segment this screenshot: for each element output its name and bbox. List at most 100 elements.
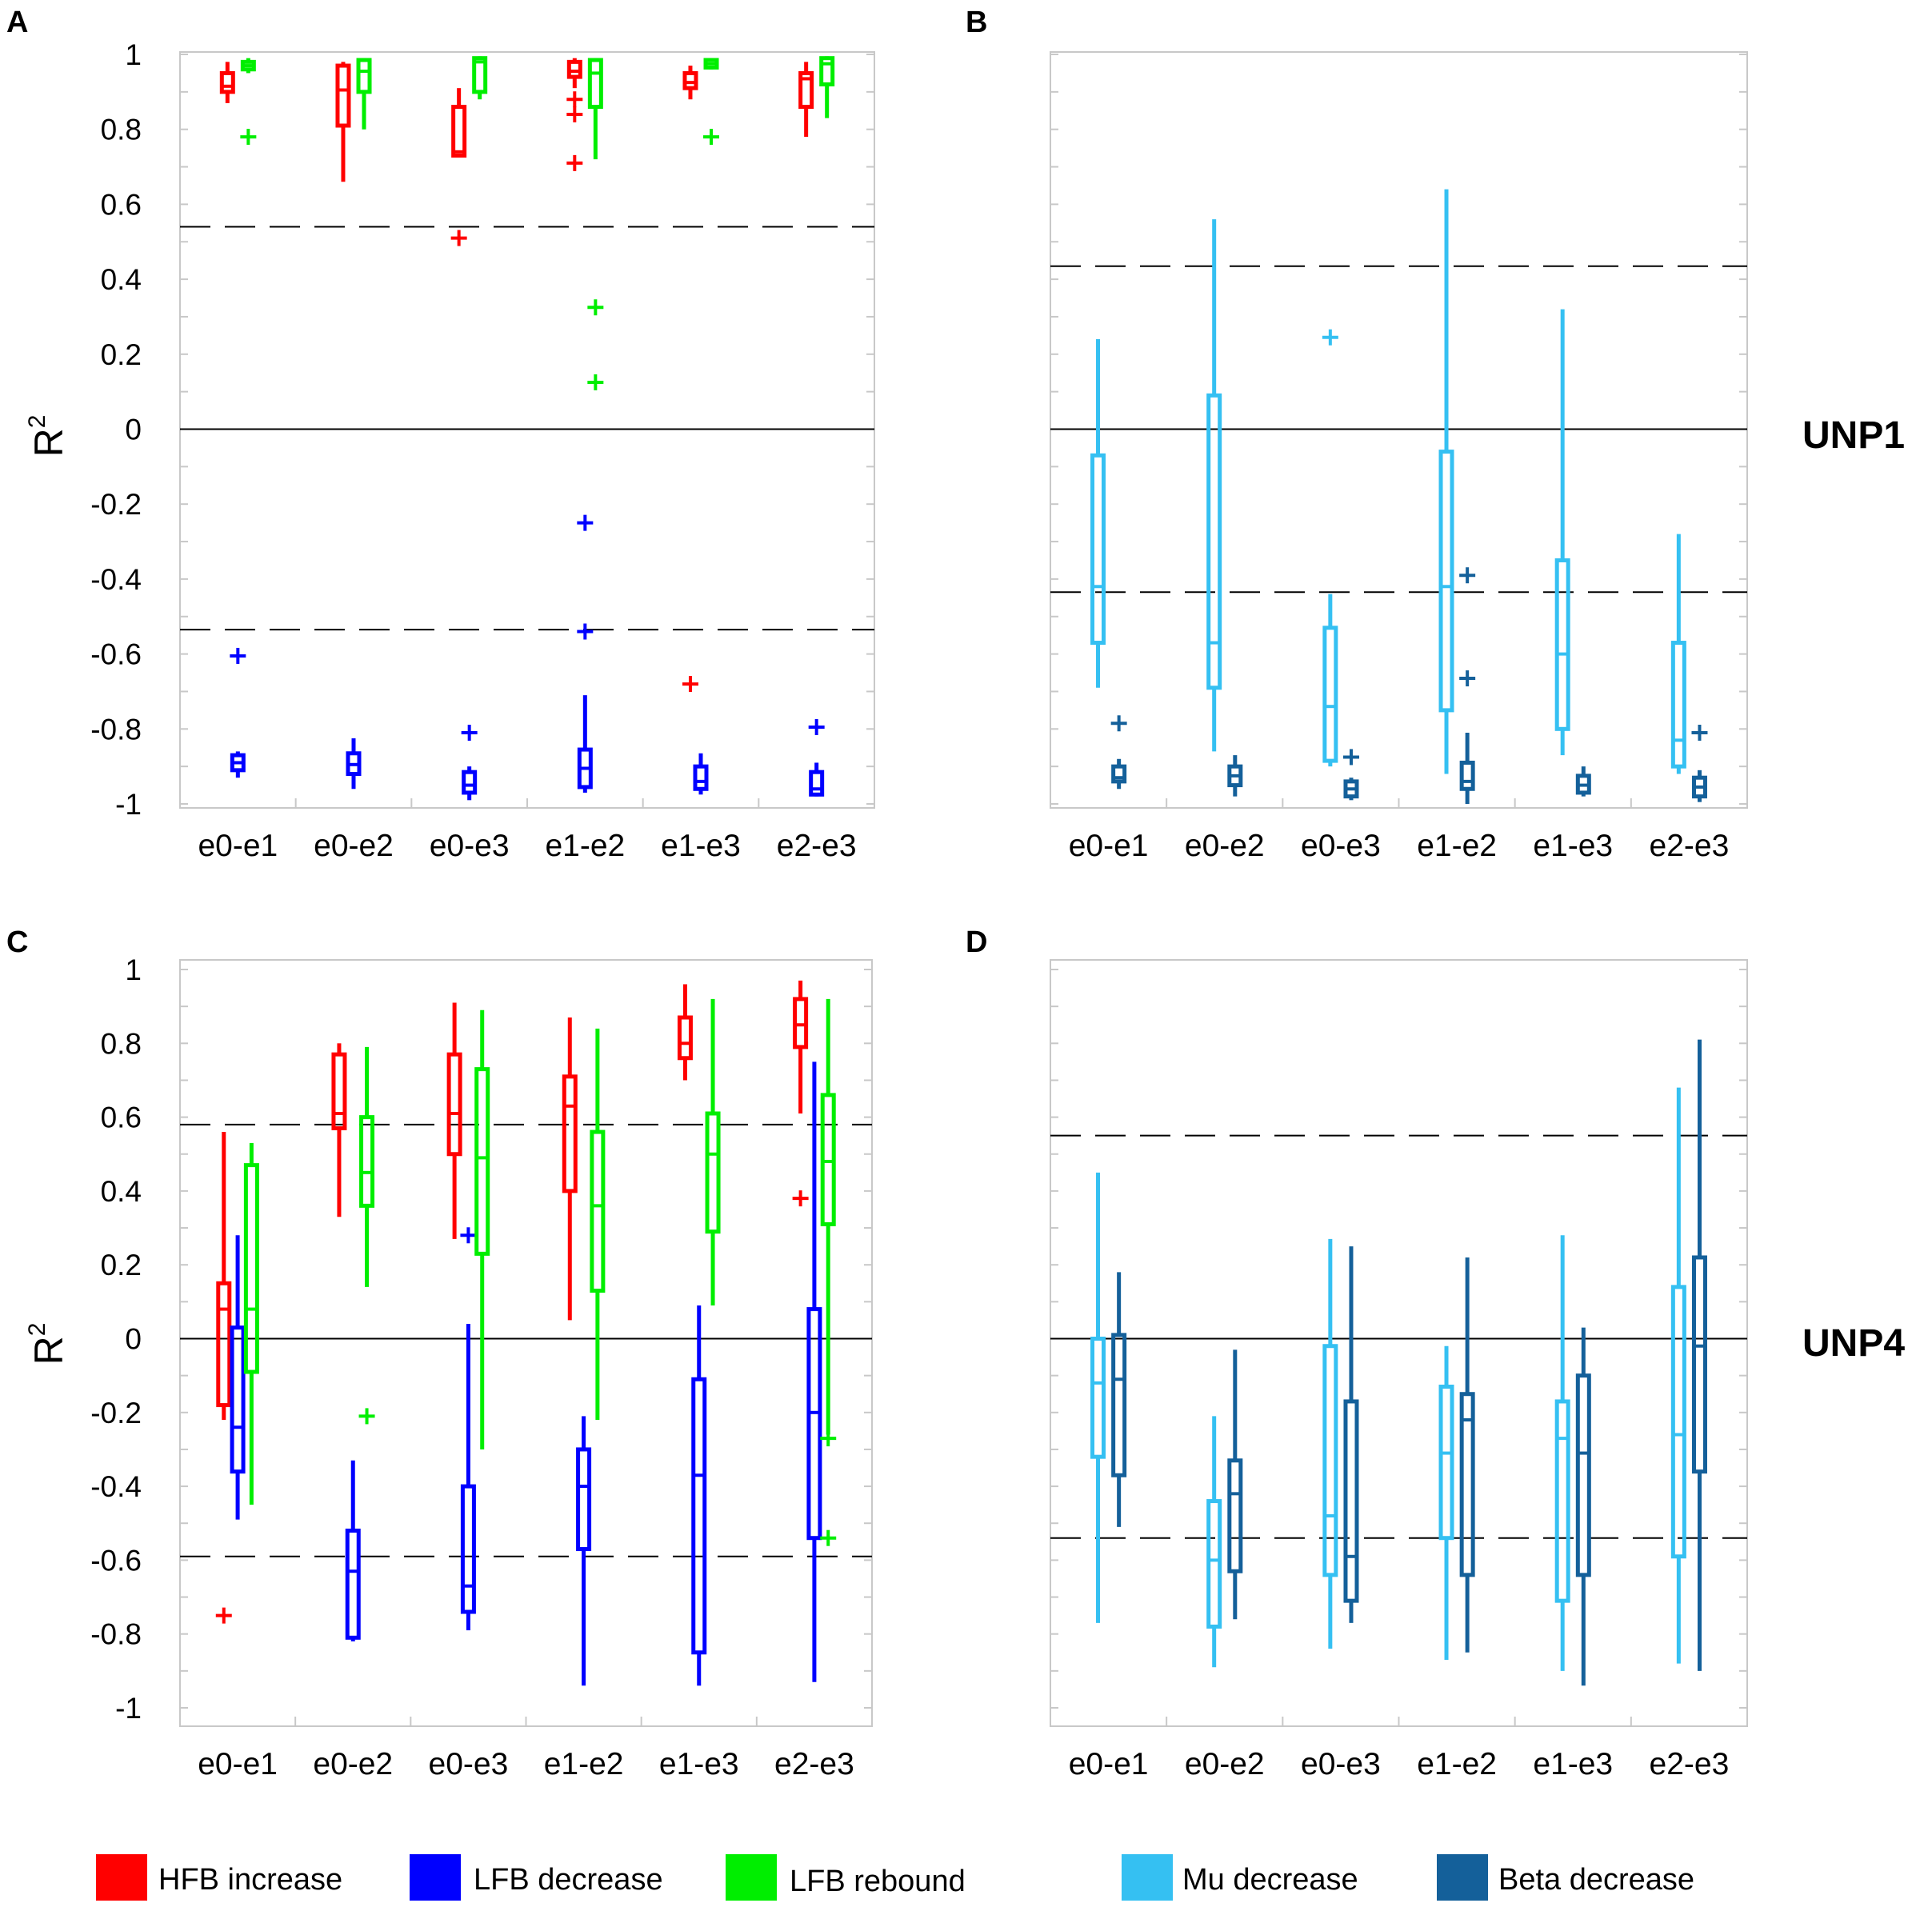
- box-e0-e3: [450, 88, 467, 246]
- series-beta-decrease: [1110, 567, 1708, 804]
- y-tick-label: 0.4: [101, 263, 142, 296]
- outlier-marker: [450, 230, 467, 246]
- box-body: [793, 997, 809, 1049]
- legend-swatch-lfb-decrease: [410, 1854, 461, 1901]
- x-category-label: e1-e3: [1533, 829, 1613, 863]
- y-tick-label: -0.4: [90, 563, 142, 596]
- outlier-marker: [587, 299, 604, 316]
- y-tick-label: -0.8: [90, 713, 142, 746]
- series-lfb-decrease: [230, 514, 825, 801]
- box-e1-e2: [1459, 567, 1476, 804]
- series-hfb-increase: [215, 980, 809, 1624]
- x-category-label: e0-e1: [1069, 829, 1149, 863]
- box-body: [1111, 1333, 1127, 1477]
- box-body: [1322, 1344, 1338, 1577]
- box-e1-e3: [693, 753, 709, 795]
- series-mu-decrease: [1090, 1087, 1686, 1671]
- box-body: [1206, 1499, 1222, 1629]
- legend-label-hfb-increase: HFB increase: [158, 1863, 342, 1897]
- box-body: [566, 59, 582, 79]
- x-category-label: e1-e3: [1533, 1747, 1613, 1781]
- x-category-label: e0-e1: [198, 829, 278, 863]
- outlier-marker: [566, 154, 583, 171]
- box-body: [446, 1052, 462, 1157]
- x-category-label: e0-e2: [1185, 1747, 1265, 1781]
- series-hfb-increase: [219, 58, 814, 693]
- box-body: [590, 1129, 606, 1293]
- box-e2-e3: [798, 62, 814, 138]
- box-body: [1554, 558, 1570, 731]
- box-e0-e3: [1343, 1246, 1359, 1623]
- box-e1-e3: [677, 984, 693, 1081]
- box-e1-e2: [576, 1416, 592, 1686]
- x-category-label: e1-e2: [1417, 829, 1497, 863]
- box-e0-e1: [230, 1235, 246, 1520]
- outlier-marker: [1322, 329, 1338, 346]
- legend-label-lfb-decrease: LFB decrease: [474, 1863, 663, 1897]
- box-body: [1670, 641, 1686, 769]
- box-body: [677, 1015, 693, 1061]
- outlier-marker: [358, 1408, 375, 1425]
- box-body: [682, 70, 698, 90]
- box-body: [243, 1163, 259, 1374]
- box-e1-e3: [1554, 309, 1570, 756]
- box-body: [819, 56, 835, 86]
- box-body: [1691, 1255, 1707, 1474]
- box-e0-e1: [1090, 339, 1106, 688]
- box-e1-e3: [705, 998, 721, 1305]
- outlier-marker: [215, 1607, 232, 1624]
- series-mu-decrease: [1090, 189, 1686, 774]
- box-body: [359, 1115, 375, 1208]
- box-e2-e3: [1670, 534, 1686, 774]
- box-body: [1343, 1399, 1359, 1603]
- x-category-label: e2-e3: [777, 829, 857, 863]
- box-e1-e3: [703, 58, 720, 146]
- box-e0-e2: [345, 1460, 361, 1641]
- x-category-label: e0-e1: [198, 1747, 278, 1781]
- panel-d: e0-e1 e0-e2 e0-e3 e1-e2 e1-e3 e2-e3 D UNP4: [966, 926, 1905, 1781]
- box-e0-e1: [240, 58, 257, 146]
- panel-letter: D: [966, 926, 987, 959]
- series-beta-decrease: [1111, 1039, 1707, 1686]
- box-e0-e2: [1227, 1349, 1243, 1620]
- legend-swatch-lfb-rebound: [726, 1854, 777, 1901]
- y-tick-label: 0: [125, 414, 142, 446]
- box-e0-e2: [331, 1043, 347, 1217]
- box-e2-e3: [808, 718, 825, 797]
- box-body: [331, 1052, 347, 1130]
- outlier-marker: [682, 676, 698, 693]
- box-e1-e3: [1575, 1327, 1591, 1686]
- box-body: [691, 1377, 707, 1655]
- legend-swatch-beta-decrease: [1437, 1854, 1488, 1901]
- y-tick-label: 0.4: [101, 1175, 142, 1208]
- box-e1-e3: [691, 1305, 707, 1686]
- box-e1-e2: [1438, 1345, 1454, 1661]
- box-body: [1670, 1285, 1686, 1559]
- box-body: [1459, 1392, 1475, 1577]
- y-tick-label: 0.8: [101, 1027, 142, 1060]
- x-category-label: e1-e3: [659, 1747, 739, 1781]
- box-e0-e1: [1111, 1272, 1127, 1527]
- outlier-marker: [577, 623, 594, 640]
- box-body: [1090, 453, 1106, 646]
- box-body: [587, 58, 603, 110]
- box-body: [576, 1447, 592, 1552]
- box-body: [1227, 1458, 1243, 1573]
- box-body: [216, 1281, 232, 1408]
- y-tick-label: -1: [115, 788, 142, 821]
- box-body: [1575, 1373, 1591, 1577]
- y-tick-label: -0.6: [90, 638, 142, 671]
- outlier-marker: [566, 106, 583, 122]
- box-e0-e1: [219, 62, 235, 103]
- box-e2-e3: [820, 998, 837, 1546]
- outlier-marker: [1342, 749, 1359, 766]
- x-category-label: e0-e3: [1301, 1747, 1381, 1781]
- box-body: [1090, 1337, 1106, 1459]
- box-body: [820, 1093, 836, 1226]
- y-tick-label: 1: [125, 38, 142, 71]
- box-e0-e2: [356, 58, 372, 130]
- panel-c: 1 0.8 0.6 0.4 0.2 0 -0.2 -0.4 -0.6 -0.8 -1 e0-e1 e0-…: [6, 926, 873, 1781]
- box-e0-e3: [460, 1227, 477, 1631]
- x-category-label: e0-e3: [1301, 829, 1381, 863]
- legend-label-mu-decrease: Mu decrease: [1182, 1863, 1358, 1897]
